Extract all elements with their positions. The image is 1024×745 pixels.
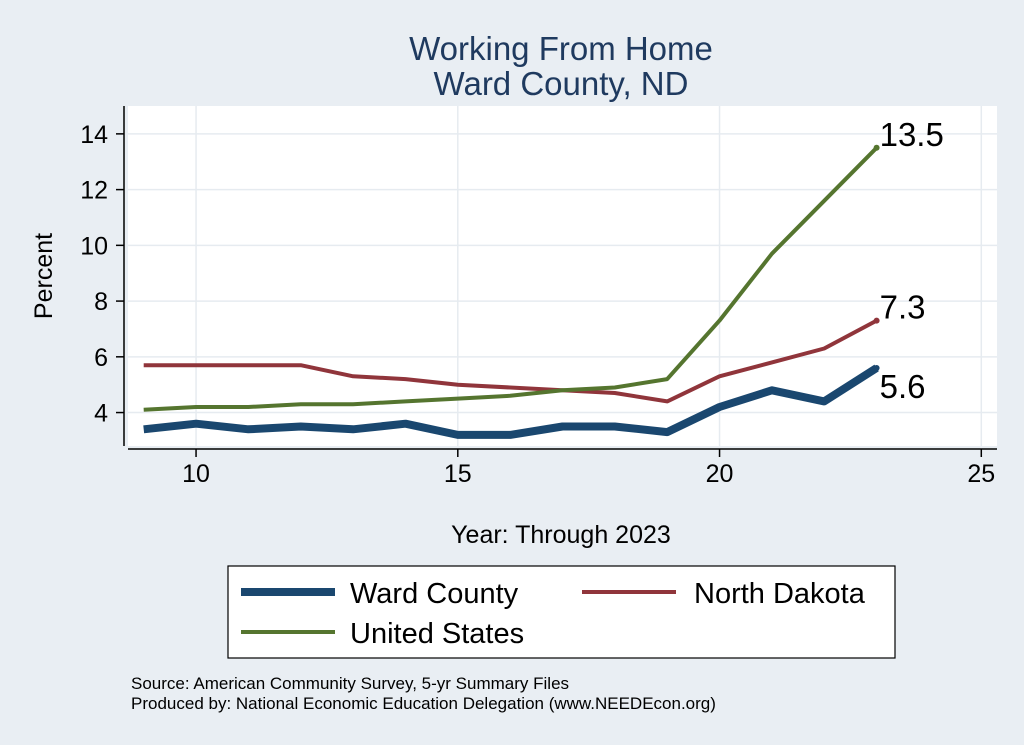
y-tick-label: 4 (94, 400, 108, 428)
chart-subtitle: Ward County, ND (434, 65, 689, 102)
end-label-ward-county: 5.6 (880, 368, 926, 405)
series-line-united-states (143, 146, 879, 412)
series-line-ward-county (143, 364, 879, 439)
legend-label-ward-county: Ward County (350, 578, 519, 610)
y-tick-label: 12 (80, 177, 108, 205)
x-axis-title: Year: Through 2023 (451, 521, 671, 549)
x-tick-label: 10 (182, 460, 210, 488)
producer-note: Produced by: National Economic Education… (131, 694, 716, 713)
y-tick-label: 8 (94, 288, 108, 316)
end-label-north-dakota: 7.3 (880, 289, 926, 326)
end-label-united-states: 13.5 (880, 116, 944, 153)
y-tick-label: 6 (94, 344, 108, 372)
chart-title: Working From Home (409, 30, 713, 67)
y-axis-title: Percent (30, 233, 58, 319)
end-labels: 7.3 13.5 5.6 (880, 116, 944, 405)
x-tick-label: 25 (967, 460, 995, 488)
series-lines (143, 144, 880, 439)
legend-label-north-dakota: North Dakota (694, 578, 866, 610)
legend-label-united-states: United States (350, 618, 524, 650)
end-point-united-states (873, 144, 880, 151)
y-tick-label: 10 (80, 232, 108, 260)
series-line-north-dakota (143, 318, 878, 404)
end-point-north-dakota (873, 317, 880, 324)
grid-lines (128, 106, 997, 446)
end-point-ward-county (873, 364, 880, 371)
source-note: Source: American Community Survey, 5-yr … (131, 674, 569, 693)
x-tick-label: 20 (706, 460, 734, 488)
y-axis-ticks: 4 6 8 10 12 14 (80, 121, 124, 428)
legend-box (227, 565, 896, 659)
x-tick-label: 15 (444, 460, 472, 488)
x-axis-ticks: 10 15 20 25 (182, 449, 995, 488)
y-tick-label: 14 (80, 121, 108, 149)
